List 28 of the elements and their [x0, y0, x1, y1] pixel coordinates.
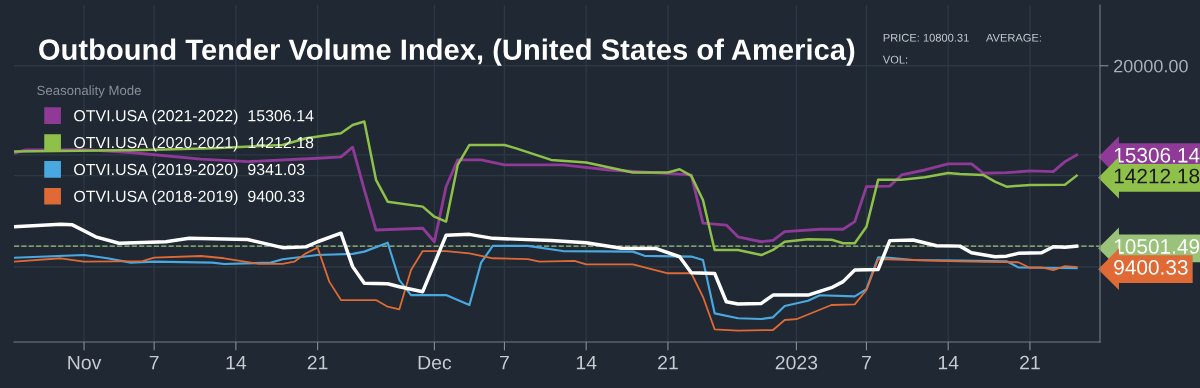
- x-tick-label: 21: [1020, 355, 1040, 370]
- x-tick-label: 7: [862, 355, 871, 370]
- legend-label: OTVI.USA (2019-2020) 9341.03: [74, 163, 305, 179]
- y-tick-label: 15306.14: [1114, 147, 1200, 163]
- text: Outbound Tender Volume Index, (United States of America): [39, 38, 855, 66]
- y-tick-label: 14212.18: [1114, 168, 1200, 184]
- x-tick-label: 14: [576, 355, 597, 370]
- annotation: VOL:: [882, 55, 908, 64]
- x-tick-label: 21: [658, 355, 678, 370]
- x-tick-label: 21: [307, 355, 328, 370]
- annotation: PRICE: 10800.31: [883, 33, 969, 42]
- line-series: [14, 246, 1078, 332]
- y-tick-label: 9400.33: [1114, 260, 1188, 275]
- legend-label: OTVI.USA (2021-2022) 15306.14: [74, 109, 314, 125]
- x-tick-label: Dec: [418, 355, 452, 370]
- x-tick-label: 7: [149, 355, 159, 370]
- y-tick-label: 10501.49: [1114, 239, 1200, 254]
- line-series: [14, 222, 1079, 306]
- x-tick-label: 14: [226, 355, 247, 370]
- y-tick-label: 20000.00: [1114, 59, 1188, 73]
- annotation: AVERAGE:: [985, 33, 1041, 42]
- line-series: [14, 241, 1078, 321]
- legend-label: OTVI.USA (2018-2019) 9400.33: [74, 190, 305, 206]
- legend-title: Seasonality Mode: [37, 85, 141, 98]
- x-tick-label: 2023: [775, 355, 818, 370]
- x-tick-label: 14: [938, 355, 959, 370]
- x-tick-label: 7: [500, 355, 509, 370]
- x-tick-label: Nov: [68, 355, 102, 370]
